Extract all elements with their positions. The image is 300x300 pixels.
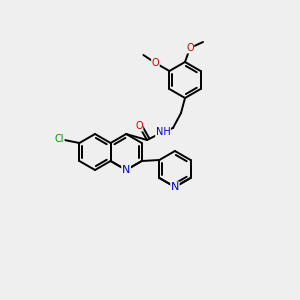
Text: NH: NH xyxy=(156,127,170,137)
Text: Cl: Cl xyxy=(55,134,64,144)
Text: N: N xyxy=(171,182,179,192)
Text: O: O xyxy=(186,43,194,53)
Text: N: N xyxy=(122,165,130,175)
Text: N: N xyxy=(122,165,130,175)
Text: O: O xyxy=(135,121,143,131)
Text: O: O xyxy=(152,58,159,68)
